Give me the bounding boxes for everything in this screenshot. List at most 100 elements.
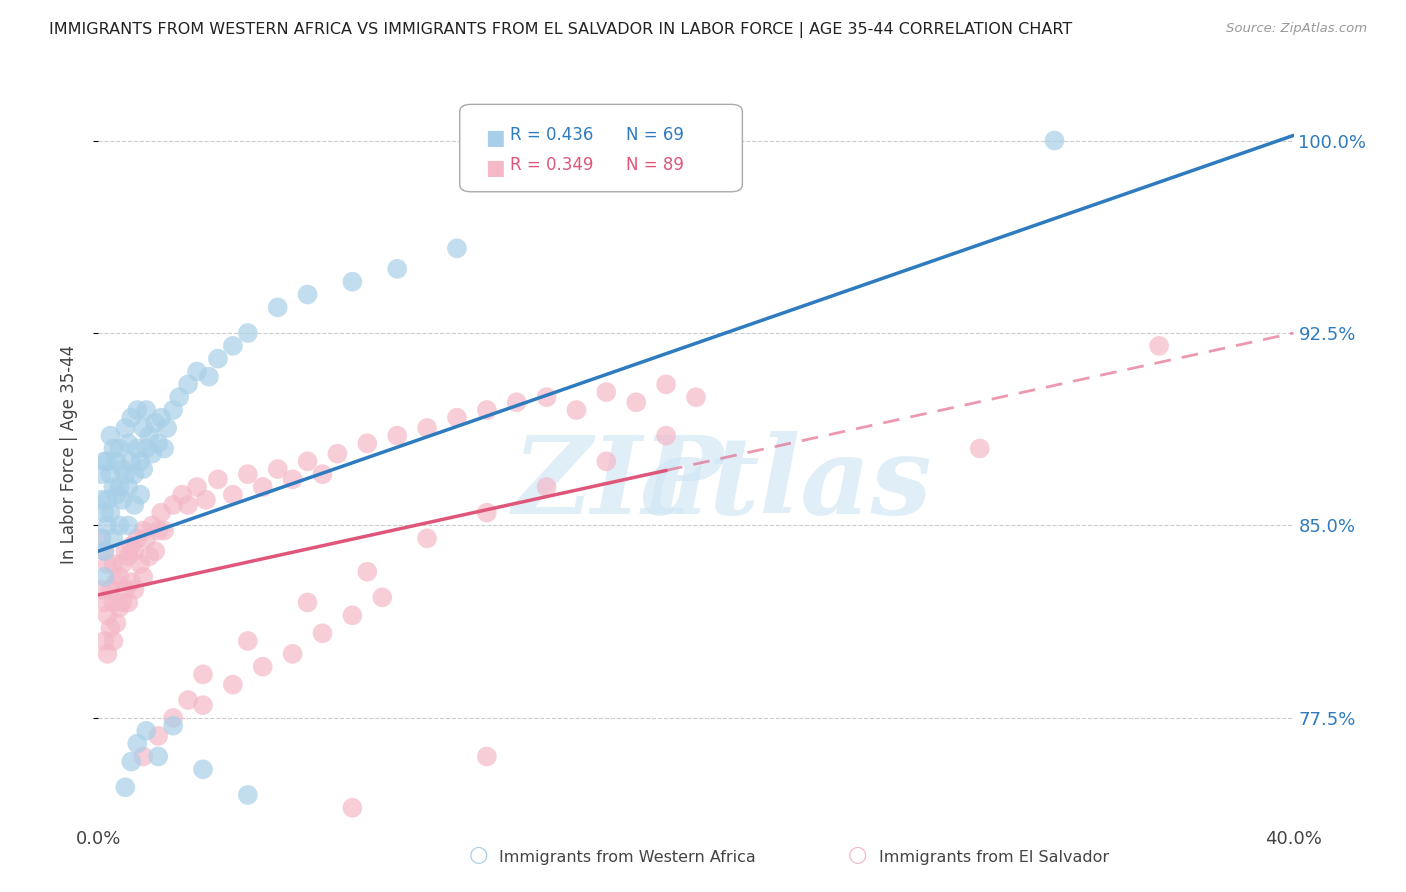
Point [416, 532, 439, 546]
Point [153, 442, 176, 456]
Point [536, 390, 558, 404]
Point [281, 647, 304, 661]
Point [685, 390, 707, 404]
Point [143, 544, 166, 558]
Point [120, 539, 142, 553]
Point [114, 780, 136, 795]
Text: R = 0.436: R = 0.436 [510, 126, 593, 144]
Point [1043, 134, 1066, 148]
Point [114, 544, 136, 558]
Point [127, 403, 149, 417]
Point [162, 403, 184, 417]
Point [114, 582, 136, 597]
Point [124, 582, 146, 597]
Point [595, 454, 617, 468]
Point [93, 454, 115, 468]
Point [297, 595, 319, 609]
Point [141, 518, 163, 533]
Point [93, 544, 115, 558]
Text: IMMIGRANTS FROM WESTERN AFRICA VS IMMIGRANTS FROM EL SALVADOR IN LABOR FORCE | A: IMMIGRANTS FROM WESTERN AFRICA VS IMMIGR… [49, 22, 1073, 38]
Point [475, 749, 498, 764]
Text: Source: ZipAtlas.com: Source: ZipAtlas.com [1226, 22, 1367, 36]
Point [626, 395, 648, 409]
Point [132, 749, 155, 764]
Point [103, 595, 125, 609]
Point [222, 339, 245, 353]
Point [132, 524, 155, 538]
Point [156, 421, 179, 435]
Point [236, 326, 259, 340]
Point [475, 506, 498, 520]
Point [108, 570, 131, 584]
Point [96, 454, 118, 468]
Point [191, 762, 214, 776]
Text: ZIP: ZIP [513, 431, 724, 537]
Point [96, 518, 118, 533]
Point [117, 595, 139, 609]
Point [103, 442, 125, 456]
Point [236, 788, 259, 802]
Point [969, 442, 991, 456]
Text: ■: ■ [485, 158, 505, 178]
Point [96, 557, 118, 571]
Point [446, 241, 468, 255]
Point [297, 287, 319, 301]
Point [93, 570, 115, 584]
Point [105, 826, 128, 840]
Point [342, 608, 364, 623]
Text: Immigrants from Western Africa: Immigrants from Western Africa [499, 850, 756, 865]
Point [536, 480, 558, 494]
Point [120, 454, 142, 468]
Point [127, 532, 149, 546]
Point [177, 498, 200, 512]
Text: ○: ○ [848, 846, 868, 865]
Point [117, 480, 139, 494]
Point [90, 532, 112, 546]
Point [311, 626, 333, 640]
Point [120, 574, 142, 589]
Point [143, 416, 166, 430]
Point [93, 634, 115, 648]
Point [108, 480, 131, 494]
Point [141, 447, 163, 461]
Point [252, 659, 274, 673]
Point [172, 488, 194, 502]
Point [595, 385, 617, 400]
Point [207, 472, 229, 486]
Point [129, 454, 152, 468]
Point [167, 390, 190, 404]
Point [96, 492, 118, 507]
Text: R = 0.349: R = 0.349 [510, 156, 593, 174]
Point [342, 801, 364, 815]
Point [135, 723, 157, 738]
Point [416, 421, 439, 435]
Point [132, 570, 155, 584]
Point [103, 557, 125, 571]
Point [103, 634, 125, 648]
Point [105, 615, 128, 630]
Point [177, 377, 200, 392]
Point [342, 275, 364, 289]
Point [236, 634, 259, 648]
Point [138, 428, 160, 442]
Point [103, 480, 125, 494]
Point [105, 454, 128, 468]
Point [191, 698, 214, 713]
Point [385, 428, 409, 442]
Point [135, 403, 157, 417]
Point [162, 719, 184, 733]
Point [108, 600, 131, 615]
Point [108, 518, 131, 533]
Point [195, 492, 218, 507]
Point [446, 410, 468, 425]
Point [148, 729, 170, 743]
Point [153, 524, 176, 538]
Point [90, 467, 112, 482]
Point [135, 532, 157, 546]
Point [162, 498, 184, 512]
Point [105, 488, 128, 502]
Point [132, 421, 155, 435]
Point [565, 403, 588, 417]
Point [111, 492, 134, 507]
Y-axis label: In Labor Force | Age 35-44: In Labor Force | Age 35-44 [59, 345, 77, 565]
